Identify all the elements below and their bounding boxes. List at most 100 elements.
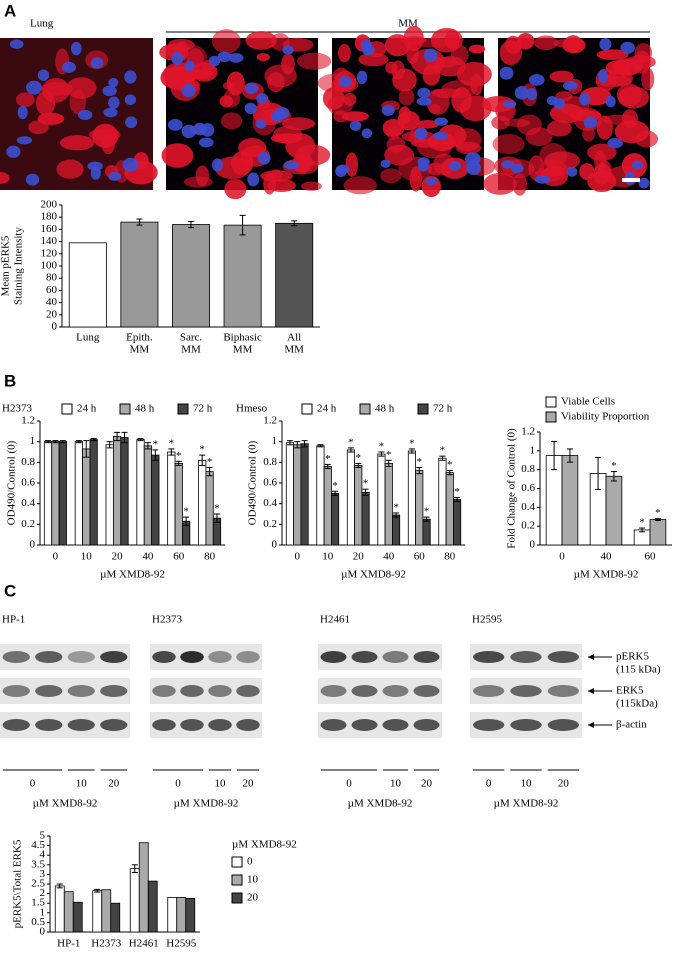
blot-band [382, 685, 409, 697]
nucleus [124, 94, 137, 105]
nucleus [184, 60, 195, 72]
significance: * [424, 506, 430, 518]
nucleus [125, 116, 138, 129]
x-tick-label: H2373 [91, 938, 121, 950]
arrow-head [588, 722, 594, 728]
legend-swatch [417, 403, 429, 415]
blot-band [35, 651, 63, 663]
blot-xlabel: µM XMD8-92 [494, 798, 559, 810]
blot-title: H2595 [472, 614, 502, 626]
nucleus [361, 128, 373, 139]
x-tick-label: H2461 [129, 938, 159, 950]
y-tick-label: 160 [41, 223, 58, 235]
bar [51, 441, 60, 546]
bar [136, 439, 145, 546]
bar [89, 439, 98, 546]
legend-label: 48 h [135, 403, 155, 415]
nucleus [26, 80, 42, 95]
panel-label: A [4, 1, 16, 20]
blot-band [35, 685, 63, 697]
nucleus [124, 70, 137, 84]
nucleus [274, 106, 290, 119]
blot-band [152, 685, 176, 697]
stain [456, 61, 492, 87]
blot-band [320, 651, 347, 663]
stain [212, 29, 241, 54]
y-tick-label: 0.2 [263, 518, 277, 530]
significance: * [176, 450, 182, 462]
blot-band [67, 651, 95, 663]
nucleus [228, 53, 244, 63]
bar [101, 889, 112, 933]
y-tick-label: 0.4 [263, 497, 277, 509]
bar [223, 224, 262, 328]
nucleus [335, 164, 350, 174]
nucleus [87, 161, 103, 171]
blot-band [510, 685, 542, 697]
x-tick-label: 0 [53, 551, 59, 563]
stain [444, 29, 460, 50]
blot-band [67, 719, 95, 731]
bar [453, 499, 462, 546]
y-tick-label: 4 [40, 849, 46, 861]
bar [198, 459, 207, 546]
y-tick-label: 0.8 [263, 456, 277, 468]
nucleus [502, 100, 517, 109]
y-tick-label: 60 [46, 284, 58, 296]
legend-swatch [231, 892, 243, 904]
blot-title: HP-1 [2, 614, 25, 626]
stain [528, 155, 545, 181]
nucleus [638, 177, 650, 189]
nucleus [16, 136, 33, 145]
stain [492, 134, 525, 155]
nucleus [566, 166, 578, 177]
nucleus [208, 55, 221, 67]
blot-band [100, 685, 128, 697]
bar [422, 518, 431, 546]
bar [63, 891, 74, 933]
bar [384, 462, 393, 546]
blot-band [351, 685, 378, 697]
stain [534, 35, 558, 50]
y-tick-label: 140 [41, 235, 58, 247]
stain [641, 67, 655, 91]
stain [596, 49, 629, 61]
legend-label: 20 [247, 892, 259, 904]
stain [296, 52, 332, 70]
nucleus [599, 37, 612, 51]
nucleus [257, 151, 271, 165]
stain [481, 96, 516, 113]
bar [605, 475, 623, 546]
y-tick-label: 0.6 [21, 477, 35, 489]
panel-label: C [4, 581, 16, 600]
bar [323, 466, 332, 546]
bar [407, 450, 416, 546]
bar [316, 445, 325, 546]
x-tick-label: 20 [112, 551, 124, 563]
nucleus [416, 97, 432, 106]
stain [544, 151, 580, 171]
blot-band [547, 651, 580, 663]
stain [220, 112, 243, 130]
nucleus [247, 172, 260, 187]
stain [398, 106, 411, 125]
stain [267, 178, 296, 193]
x-tick-label: 60 [173, 551, 185, 563]
blot-band [208, 719, 232, 731]
bar [438, 457, 447, 546]
y-tick-label: 1 [40, 906, 46, 918]
y-tick-label: 2 [40, 887, 46, 899]
bar [561, 455, 579, 546]
bar [120, 221, 159, 328]
x-tick-label: Epith. [126, 332, 153, 344]
y-tick-label: 0.2 [521, 520, 535, 532]
stain [386, 136, 406, 153]
stain [549, 70, 574, 83]
blot-band [236, 719, 260, 731]
band-label: (115kDa) [616, 698, 658, 710]
legend-label: 72 h [193, 403, 213, 415]
bar [172, 224, 210, 328]
stain [28, 120, 49, 135]
y-tick-label: 2.5 [31, 878, 45, 890]
significance: * [639, 517, 645, 529]
